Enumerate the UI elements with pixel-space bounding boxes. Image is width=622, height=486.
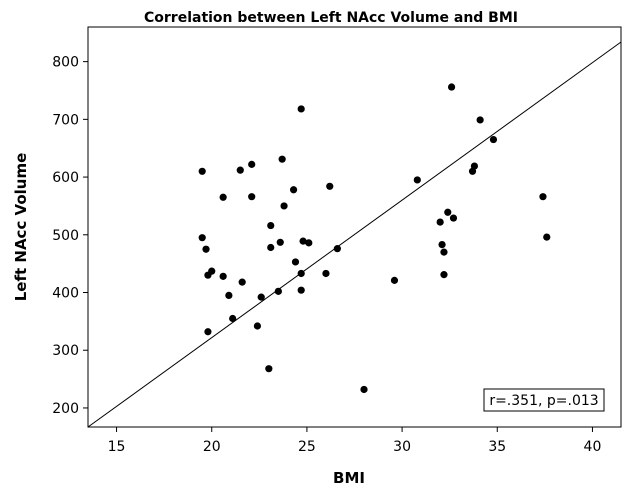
x-tick-label: 40: [584, 439, 602, 455]
data-point: [489, 135, 498, 144]
chart-title: Correlation between Left NAcc Volume and…: [144, 10, 518, 26]
data-point: [413, 176, 421, 184]
data-point: [248, 160, 256, 168]
regression-line-group: [87, 41, 622, 428]
data-point: [390, 276, 399, 284]
data-point: [440, 248, 448, 256]
x-tick-label: 30: [393, 439, 411, 455]
data-point: [198, 234, 206, 242]
data-point: [276, 238, 284, 246]
data-point: [198, 167, 206, 175]
data-point: [265, 365, 273, 373]
data-point: [289, 186, 298, 194]
data-points: [198, 83, 551, 394]
y-tick-label: 500: [52, 228, 79, 244]
regression-line: [87, 41, 622, 428]
y-tick-label: 300: [52, 343, 79, 359]
data-point: [440, 271, 448, 279]
data-point: [219, 193, 227, 201]
data-point: [208, 267, 216, 275]
x-tick-label: 20: [203, 439, 221, 455]
data-point: [322, 269, 330, 278]
data-point: [360, 385, 368, 394]
data-point: [449, 214, 458, 222]
data-point: [305, 239, 313, 247]
x-tick-label: 35: [488, 439, 506, 455]
data-point: [278, 155, 286, 163]
data-point: [238, 278, 246, 286]
y-tick-label: 700: [52, 112, 79, 128]
data-point: [297, 286, 305, 294]
data-point: [280, 202, 288, 210]
data-point: [253, 322, 262, 330]
data-point: [202, 245, 210, 253]
data-point: [236, 166, 244, 174]
data-point: [219, 272, 227, 280]
y-tick-label: 800: [52, 55, 79, 71]
x-tick-label: 15: [108, 439, 126, 455]
data-point: [225, 291, 233, 299]
y-axis-label: Left NAcc Volume: [12, 153, 30, 302]
data-point: [291, 258, 300, 266]
data-point: [447, 83, 456, 91]
data-point: [476, 116, 484, 124]
data-point: [299, 237, 307, 245]
x-tick-label: 25: [298, 439, 316, 455]
data-point: [204, 328, 212, 336]
x-axis-label: BMI: [333, 469, 365, 486]
stats-annotation-box: [483, 388, 605, 412]
data-point: [436, 218, 444, 226]
data-point: [257, 293, 265, 301]
data-point: [274, 287, 282, 295]
data-point: [438, 241, 446, 249]
plot-area: [87, 26, 622, 428]
stats-annotation: r=.351, p=.013: [489, 393, 598, 409]
y-tick-label: 400: [52, 286, 79, 302]
data-point: [326, 182, 334, 190]
y-tick-label: 600: [52, 170, 79, 186]
data-point: [470, 162, 479, 170]
data-point: [267, 243, 275, 252]
axis-ticks: 200 300 400 500 600 700 800 15 20 25 30 35 40: [52, 55, 601, 455]
data-point: [248, 193, 256, 201]
data-point: [297, 105, 305, 113]
y-tick-label: 200: [52, 401, 79, 417]
data-point: [333, 245, 341, 253]
data-point: [267, 221, 275, 230]
data-point: [444, 208, 452, 216]
data-point: [539, 193, 547, 201]
data-point: [229, 314, 237, 323]
data-point: [297, 269, 305, 278]
data-point: [543, 233, 551, 241]
